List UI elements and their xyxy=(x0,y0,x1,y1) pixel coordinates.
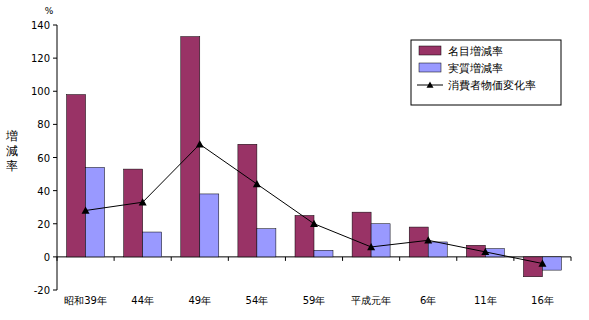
bar xyxy=(257,229,276,257)
y-axis-label-char: 増 xyxy=(5,129,18,143)
bar xyxy=(314,250,333,257)
y-tick xyxy=(53,223,57,224)
bar xyxy=(542,257,561,270)
x-tick xyxy=(342,257,343,261)
y-tick-label: 20 xyxy=(37,219,50,230)
y-unit: % xyxy=(45,6,54,16)
x-tick xyxy=(399,257,400,261)
legend-box xyxy=(411,40,561,105)
legend-label: 実質増減率 xyxy=(448,62,503,74)
y-tick xyxy=(53,91,57,92)
x-tick xyxy=(171,257,172,261)
x-tick-label: 54年 xyxy=(246,295,269,306)
x-tick xyxy=(228,257,229,261)
bar xyxy=(143,232,162,257)
x-tick xyxy=(57,257,58,261)
y-tick-label: 100 xyxy=(31,86,50,97)
y-axis-label-char: 率 xyxy=(6,159,18,173)
x-tick-label: 49年 xyxy=(188,295,211,306)
x-tick-label: 44年 xyxy=(131,295,154,306)
y-tick-label: 120 xyxy=(31,53,50,64)
bar xyxy=(238,144,257,257)
y-tick-label: -20 xyxy=(34,285,50,296)
bar xyxy=(67,95,86,257)
x-tick-label: 59年 xyxy=(303,295,326,306)
legend-label: 名目増減率 xyxy=(448,45,503,57)
plot-marks xyxy=(67,37,562,277)
y-tick xyxy=(53,290,57,291)
x-tick-label: 平成元年 xyxy=(351,295,391,306)
marker xyxy=(424,236,432,243)
line xyxy=(86,144,543,263)
bar xyxy=(371,224,390,257)
y-tick-label: 40 xyxy=(37,186,50,197)
marker xyxy=(196,140,204,147)
y-axis-label: 増減率 xyxy=(5,129,18,173)
legend-marker xyxy=(427,82,434,88)
y-tick xyxy=(53,256,57,257)
y-tick-label: 60 xyxy=(37,153,50,164)
legend-swatch xyxy=(419,46,441,55)
y-tick-label: 0 xyxy=(44,252,50,263)
y-tick xyxy=(53,157,57,158)
x-tick-label: 16年 xyxy=(531,295,554,306)
bar xyxy=(428,242,447,257)
marker xyxy=(82,207,90,214)
x-tick-label: 昭和39年 xyxy=(64,295,107,306)
y-axis-label-char: 減 xyxy=(6,144,18,158)
y-tick-label: 80 xyxy=(37,119,50,130)
marker xyxy=(538,260,546,267)
legend-label: 消費者物価変化率 xyxy=(448,79,536,91)
marker xyxy=(481,248,489,255)
y-tick xyxy=(53,124,57,125)
y-tick-label: 140 xyxy=(31,20,50,31)
bar xyxy=(124,169,143,257)
x-tick-label: 11年 xyxy=(474,295,497,306)
chart: -20 0 20 40 60 80 100 120 140 昭和39年 44年 49年 54年 59年 平成… xyxy=(0,0,589,320)
marker xyxy=(310,220,318,227)
x-tick xyxy=(571,257,572,261)
legend: 名目増減率実質増減率消費者物価変化率 xyxy=(411,40,561,105)
x-tick xyxy=(114,257,115,261)
y-tick xyxy=(53,58,57,59)
y-tick xyxy=(53,25,57,26)
marker xyxy=(139,198,147,205)
marker xyxy=(367,243,375,250)
bar xyxy=(352,212,371,257)
x-tick xyxy=(456,257,457,261)
legend-swatch xyxy=(419,63,441,72)
x-tick xyxy=(285,257,286,261)
y-tick xyxy=(53,190,57,191)
bar xyxy=(200,194,219,257)
x-tick-label: 6年 xyxy=(420,295,436,306)
marker xyxy=(253,180,261,187)
